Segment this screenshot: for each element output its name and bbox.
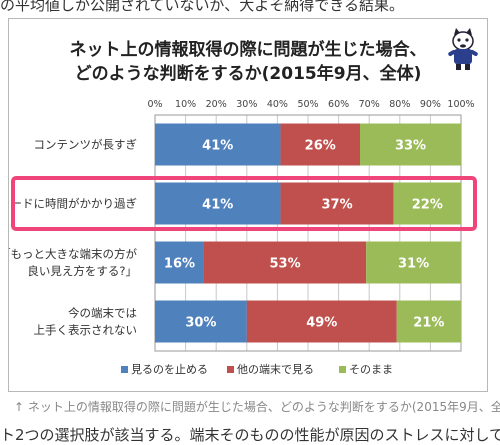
category-label: 上手く表示されない bbox=[34, 323, 138, 337]
bar-segment bbox=[155, 182, 281, 225]
legend-swatch bbox=[227, 366, 234, 373]
data-label: 49% bbox=[306, 316, 337, 331]
bar-segment bbox=[203, 241, 367, 284]
x-tick-label: 30% bbox=[236, 99, 257, 110]
bar-segment bbox=[360, 123, 461, 166]
bar-segment bbox=[155, 241, 204, 284]
data-label: 53% bbox=[269, 257, 300, 272]
x-tick-label: 50% bbox=[297, 99, 318, 110]
x-tick-label: 40% bbox=[267, 99, 288, 110]
chart-title-line-2: どのような判断をするか(2015年9月、全体) bbox=[74, 64, 422, 84]
category-label: ロードに時間がかかり過ぎ bbox=[9, 197, 137, 211]
bar-segment bbox=[246, 300, 397, 343]
data-label: 41% bbox=[202, 198, 233, 213]
mascot-illustration bbox=[448, 28, 478, 70]
bar-segment bbox=[155, 300, 247, 343]
x-tick-label: 0% bbox=[147, 99, 162, 110]
x-tick-label: 90% bbox=[420, 99, 441, 110]
category-label: 「もっと大きな端末の方が bbox=[9, 247, 137, 261]
category-label: 今の端末では bbox=[68, 306, 137, 320]
x-tick-label: 20% bbox=[206, 99, 227, 110]
chart-caption: ↑ ネット上の情報取得の際に問題が生じた場合、どのような判断をするか(2015年… bbox=[14, 400, 500, 414]
x-tick-label: 10% bbox=[175, 99, 196, 110]
data-label: 41% bbox=[202, 139, 233, 154]
legend-label: そのまま bbox=[349, 363, 393, 376]
data-label: 22% bbox=[412, 198, 443, 213]
chart-plot: 0% 10% 20% 30% 40% 50% 60% 70% 80% 90% 100% 41% 26% 3… bbox=[9, 99, 477, 376]
data-label: 30% bbox=[185, 316, 216, 331]
x-tick-label: 80% bbox=[389, 99, 410, 110]
legend-swatch bbox=[339, 366, 346, 373]
highlight-box bbox=[11, 176, 477, 231]
bar-segment bbox=[396, 300, 461, 343]
x-tick-label: 100% bbox=[447, 99, 474, 110]
data-label: 16% bbox=[164, 257, 195, 272]
data-label: 37% bbox=[322, 198, 353, 213]
category-label: 良い見え方をする?」 bbox=[27, 264, 137, 278]
chart-frame: ネット上の情報取得の際に問題が生じた場合、 どのような判断をするか(2015年9… bbox=[8, 18, 488, 392]
plot-border bbox=[154, 114, 462, 352]
bottom-paragraph-text: ト2つの選択肢が該当する。端末そのものの性能が原因のストレスに対しては、全 bbox=[0, 426, 500, 444]
bar-segment bbox=[366, 241, 461, 284]
data-label: 31% bbox=[398, 257, 429, 272]
data-label: 21% bbox=[413, 316, 444, 331]
bar-segment bbox=[280, 182, 394, 225]
legend-label: 見るのを止める bbox=[131, 363, 208, 376]
bar-segment bbox=[393, 182, 461, 225]
legend-swatch bbox=[121, 366, 128, 373]
top-paragraph-text: の平均値しか公開されていないが、大よそ納得できる結果。 bbox=[0, 0, 404, 14]
x-tick-label: 70% bbox=[359, 99, 380, 110]
data-label: 26% bbox=[305, 139, 336, 154]
data-label: 33% bbox=[395, 139, 426, 154]
bar-segment bbox=[155, 123, 281, 166]
bar-segment bbox=[280, 123, 361, 166]
chart-title-line-1: ネット上の情報取得の際に問題が生じた場合、 bbox=[69, 40, 427, 60]
legend-label: 他の端末で見る bbox=[237, 362, 314, 376]
x-tick-label: 60% bbox=[328, 99, 349, 110]
category-label: コンテンツが長すぎ bbox=[34, 138, 138, 152]
